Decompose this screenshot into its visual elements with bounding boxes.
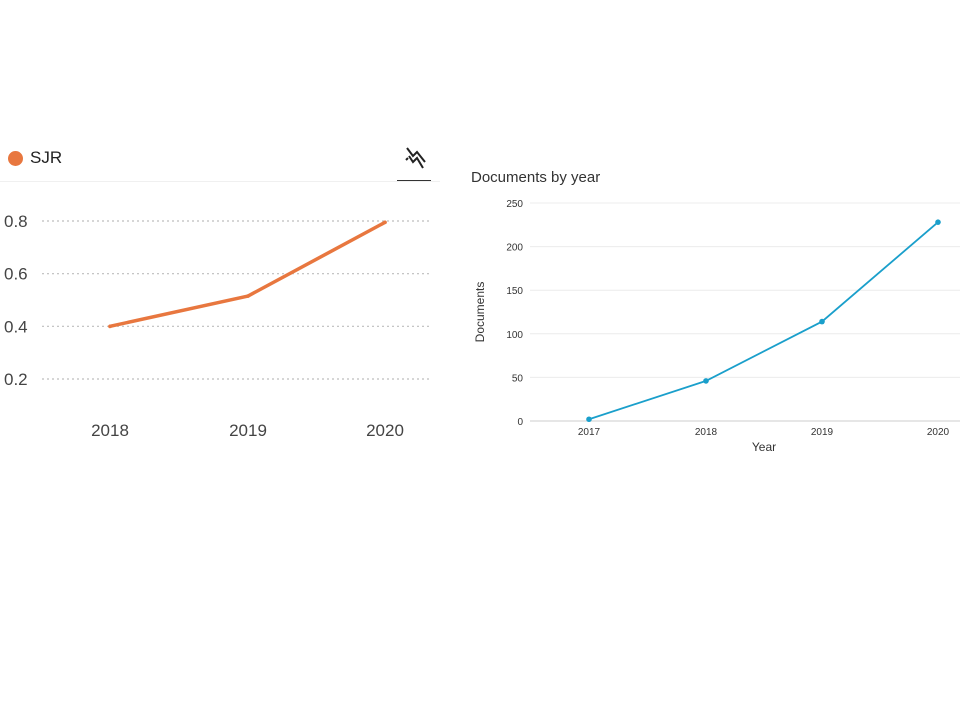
- docs-x-tick-label: 2017: [578, 427, 601, 438]
- docs-data-point: [586, 416, 592, 423]
- sjr-data-point: [108, 324, 112, 329]
- sjr-data-point: [246, 294, 250, 298]
- sjr-y-tick-label: 0.8: [4, 212, 28, 231]
- sjr-legend[interactable]: SJR: [8, 148, 62, 168]
- sjr-series-line: [108, 220, 387, 329]
- sjr-chart-panel: SJR 0.2 0.4 0.6 0.8 2018 2019 2020: [0, 130, 440, 450]
- docs-x-tick-label: 2020: [927, 427, 950, 438]
- docs-y-tick-label: 100: [506, 330, 523, 341]
- sjr-data-point: [383, 220, 387, 225]
- docs-y-tick-label: 50: [512, 373, 524, 384]
- docs-x-axis-label: Year: [752, 440, 776, 454]
- docs-y-tick-label: 0: [517, 417, 523, 428]
- sjr-x-tick-label: 2018: [91, 421, 129, 440]
- sjr-plot: 0.2 0.4 0.6 0.8 2018 2019 2020: [4, 212, 432, 440]
- docs-data-point: [819, 318, 825, 325]
- docs-y-tick-label: 200: [506, 243, 523, 254]
- docs-x-tick-label: 2018: [695, 427, 718, 438]
- docs-y-axis-label: Documents: [473, 282, 487, 343]
- docs-chart-title: Documents by year: [471, 169, 601, 186]
- sjr-x-tick-label: 2020: [366, 421, 404, 440]
- sjr-y-tick-label: 0.4: [4, 317, 28, 336]
- sjr-y-tick-label: 0.2: [4, 370, 28, 389]
- docs-x-tick-label: 2019: [811, 427, 834, 438]
- trend-toggle-icon: [405, 147, 426, 169]
- sjr-header-divider: [0, 181, 440, 182]
- docs-data-point: [703, 378, 709, 384]
- docs-series-line: [588, 221, 939, 421]
- docs-y-tick-label: 150: [506, 286, 523, 297]
- sjr-x-tick-label: 2019: [229, 421, 267, 440]
- docs-y-tick-label: 250: [506, 199, 523, 210]
- sjr-legend-label: SJR: [30, 148, 63, 167]
- docs-data-point: [935, 219, 941, 225]
- sjr-legend-dot: [8, 150, 23, 166]
- documents-chart-panel: Documents by year 0 50 100 150 200 250 2017 201…: [460, 160, 960, 460]
- sjr-y-tick-label: 0.6: [4, 265, 28, 284]
- documents-plot: 0 50 100 150 200 250 2017 2018 2019 2020 Year Docum…: [473, 199, 960, 454]
